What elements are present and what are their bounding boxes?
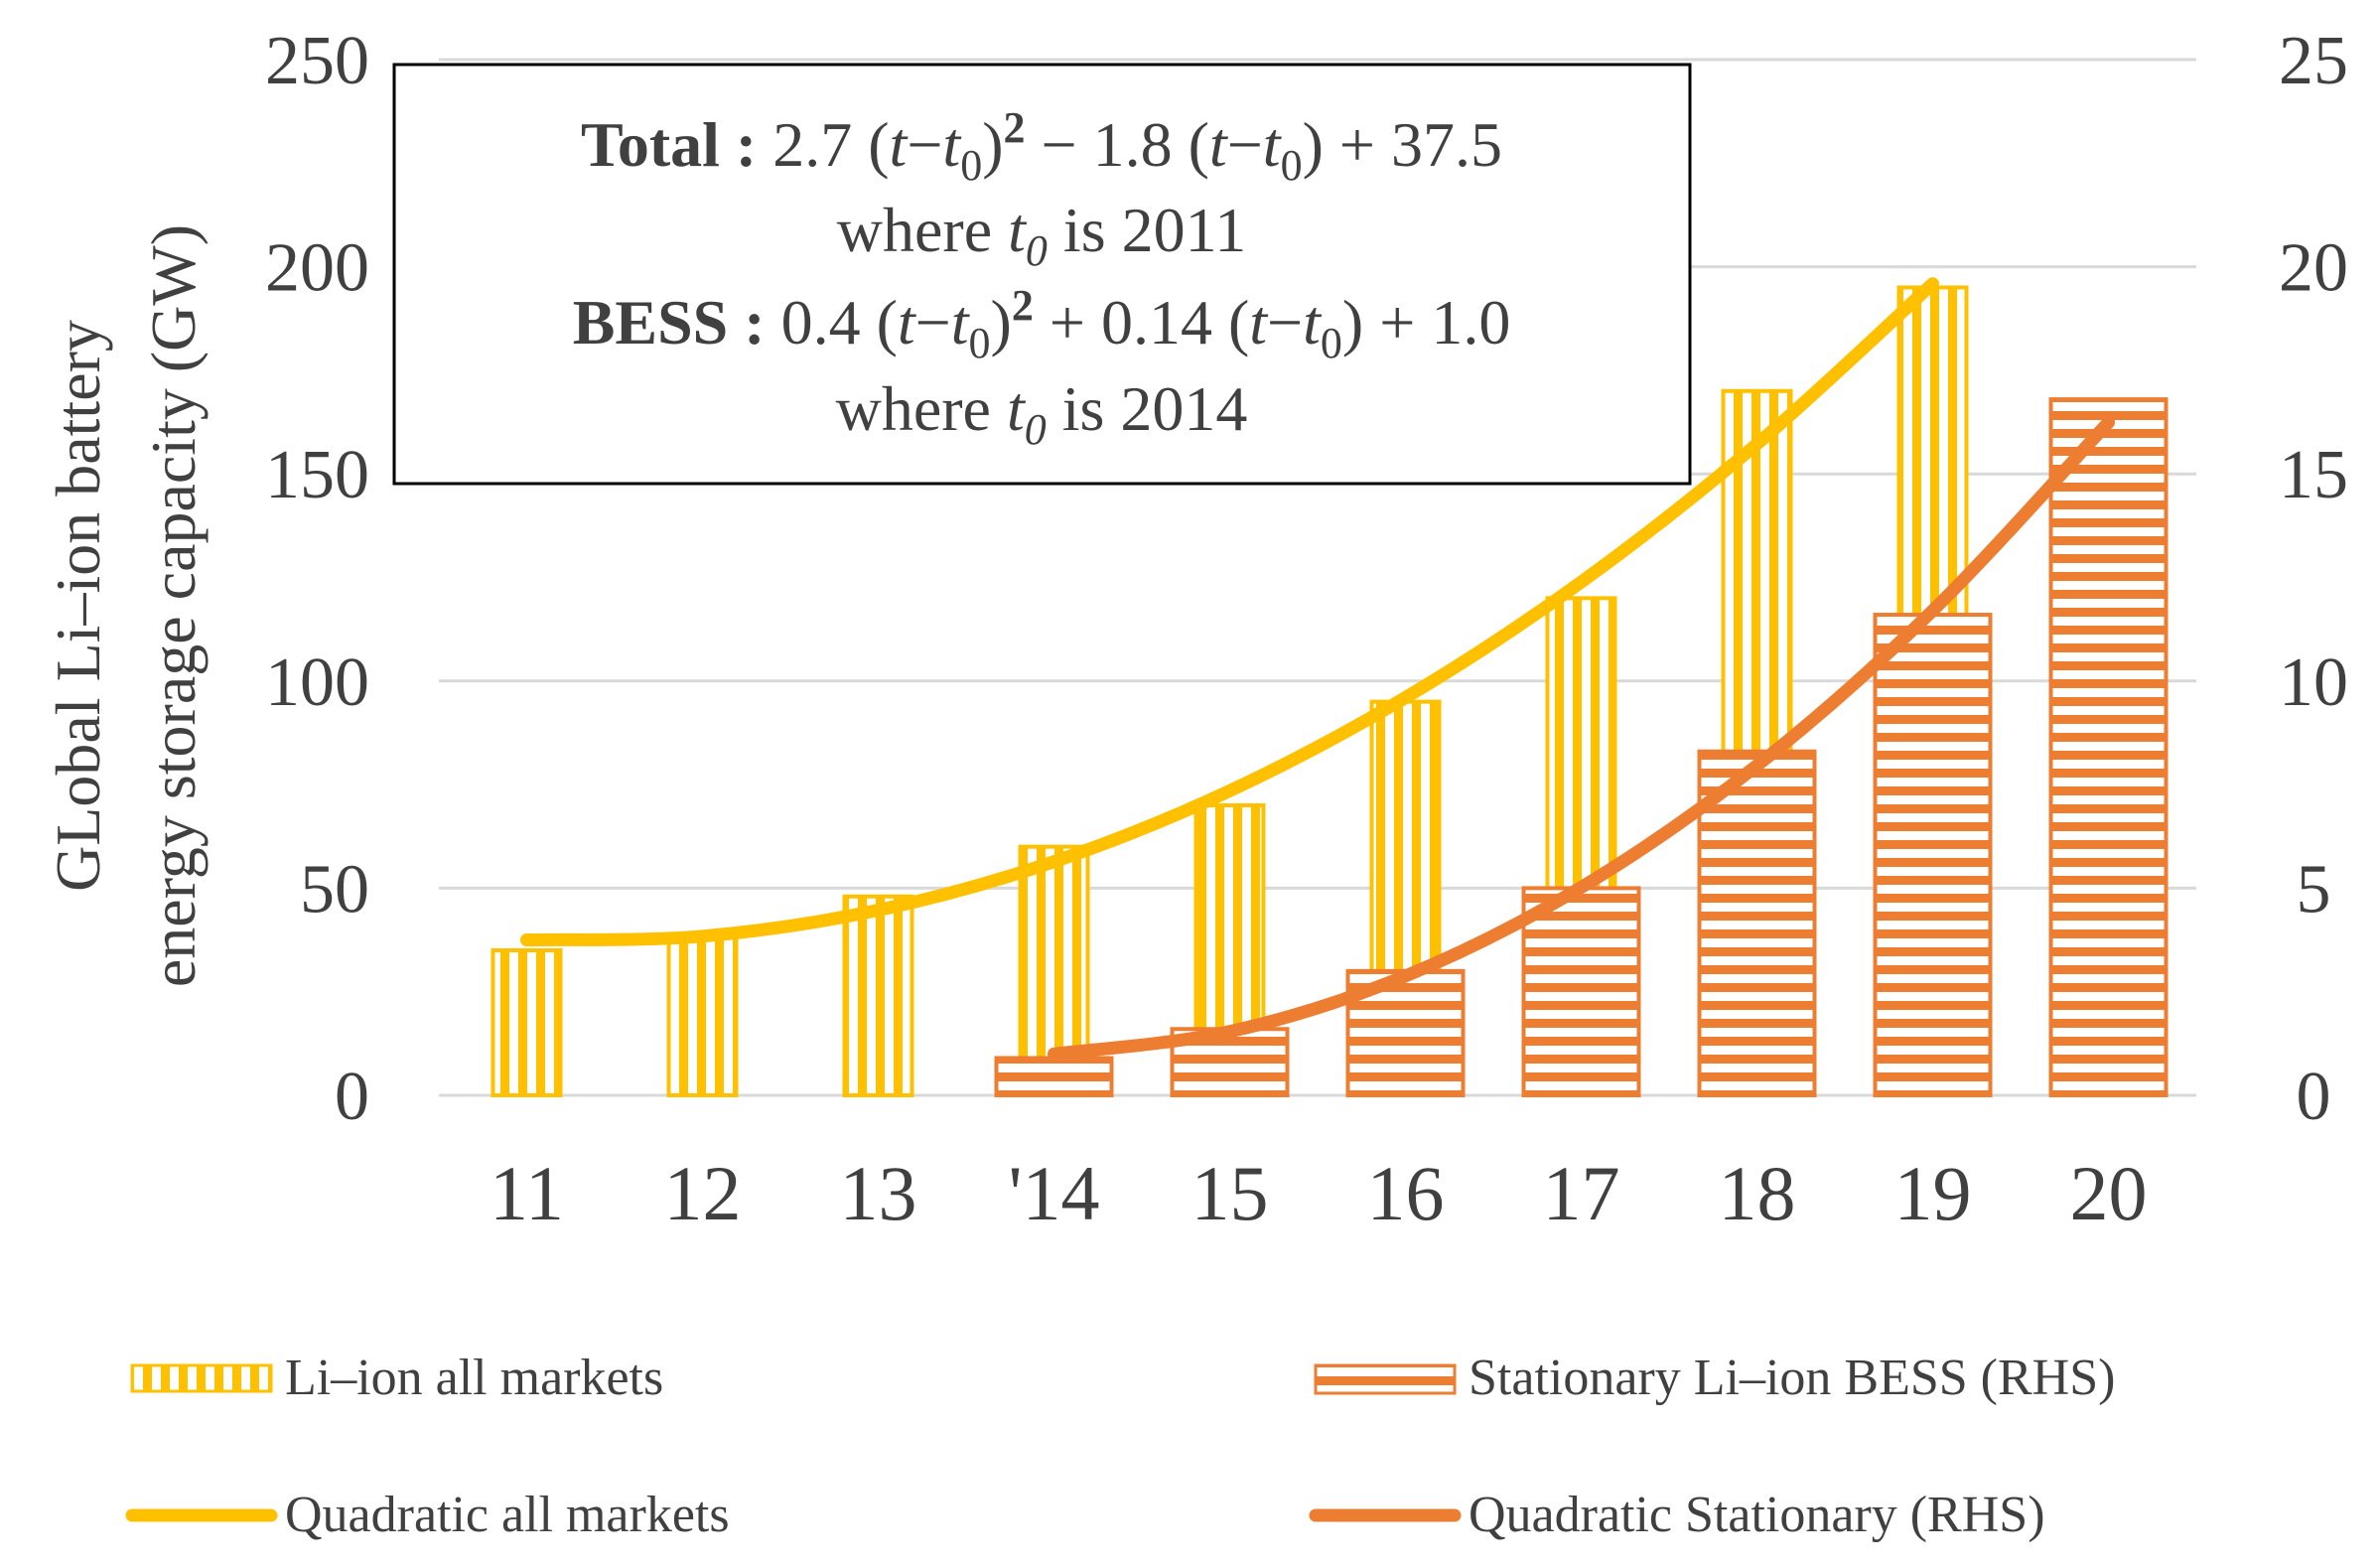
bars-stationary-bess (994, 397, 2169, 1098)
x-tick-18: 18 (1719, 1150, 1796, 1236)
equation-total-where: where t0 is 2011 (837, 195, 1246, 275)
y-axis-title-line2: energy storage capacity (GW) (138, 224, 209, 987)
x-axis-ticks: 11 12 13 '14 15 16 17 18 19 20 (490, 1150, 2148, 1236)
y-left-tick-150: 150 (265, 437, 369, 513)
x-tick-11: 11 (490, 1150, 564, 1236)
y-left-tick-200: 200 (265, 230, 369, 307)
y-left-tick-50: 50 (300, 851, 369, 927)
equation-bess-where: where t0 is 2014 (836, 373, 1248, 454)
line-quadratic-all-markets (520, 277, 1939, 947)
bar-bess-18 (1697, 749, 1817, 1097)
x-tick-15: 15 (1191, 1150, 1269, 1236)
bar-bess-19 (1873, 613, 1993, 1097)
x-tick-19: 19 (1894, 1150, 1972, 1236)
x-tick-12: 12 (664, 1150, 742, 1236)
equation-bess: BESS : 0.4 (t−t0)2 + 0.14 (t−t0) + 1.0 (573, 281, 1511, 367)
equation-box: Total : 2.7 (t−t0)2 − 1.8 (t−t0) + 37.5 … (392, 63, 1692, 486)
y-right-tick-25: 25 (2279, 23, 2348, 99)
legend-swatch-hstripe (1314, 1363, 1457, 1395)
equation-total: Total : 2.7 (t−t0)2 − 1.8 (t−t0) + 37.5 (581, 103, 1502, 190)
legend: Li–ion all markets Stationary Li–ion BES… (125, 1350, 2115, 1543)
y-axis-left-ticks: 0 50 100 150 200 250 (265, 23, 369, 1135)
legend-item-quadratic-stationary: Quadratic Stationary (RHS) (1309, 1487, 2045, 1543)
x-tick-13: 13 (840, 1150, 917, 1236)
legend-label-li-ion-all-markets: Li–ion all markets (285, 1350, 663, 1406)
legend-item-stationary-bess: Stationary Li–ion BESS (RHS) (1314, 1350, 2115, 1406)
x-tick-17: 17 (1543, 1150, 1620, 1236)
legend-label-stationary-bess: Stationary Li–ion BESS (RHS) (1469, 1350, 2115, 1406)
bar-li-ion-12 (666, 935, 739, 1097)
x-tick-14: '14 (1008, 1150, 1099, 1236)
line-quadratic-stationary (1048, 415, 2115, 1061)
bar-bess-14 (994, 1056, 1114, 1098)
legend-label-quadratic-stationary: Quadratic Stationary (RHS) (1469, 1487, 2045, 1543)
legend-item-li-ion-all-markets: Li–ion all markets (130, 1350, 663, 1406)
y-right-tick-5: 5 (2297, 851, 2331, 927)
y-left-tick-0: 0 (335, 1059, 369, 1135)
bar-bess-17 (1521, 886, 1641, 1098)
legend-label-quadratic-all-markets: Quadratic all markets (285, 1487, 730, 1543)
bar-bess-20 (2048, 397, 2169, 1097)
y-left-tick-250: 250 (265, 23, 369, 99)
legend-swatch-vstripe (130, 1363, 273, 1393)
y-axis-right-ticks: 0 5 10 15 20 25 (2279, 23, 2348, 1135)
y-right-tick-20: 20 (2279, 230, 2348, 307)
x-tick-20: 20 (2070, 1150, 2148, 1236)
y-right-tick-0: 0 (2297, 1059, 2331, 1135)
legend-item-quadratic-all-markets: Quadratic all markets (125, 1487, 730, 1543)
bar-li-ion-11 (490, 947, 563, 1097)
x-tick-16: 16 (1367, 1150, 1445, 1236)
y-right-tick-10: 10 (2279, 644, 2348, 721)
y-axis-title-line1: GLobal Li–ion battery (43, 320, 113, 892)
y-left-tick-100: 100 (265, 644, 369, 721)
trend-lines (520, 277, 2115, 1061)
bar-li-ion-13 (842, 894, 914, 1098)
y-right-tick-15: 15 (2279, 437, 2348, 513)
